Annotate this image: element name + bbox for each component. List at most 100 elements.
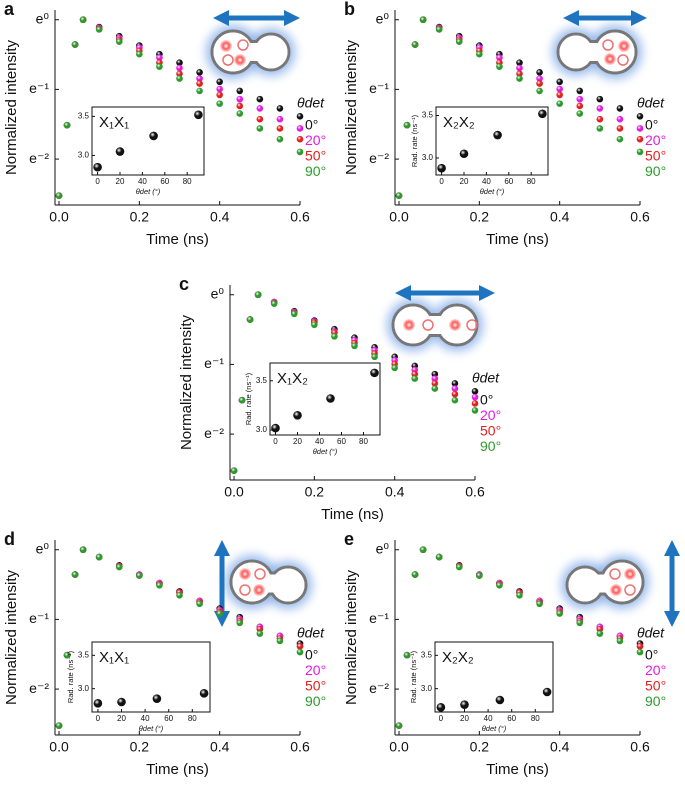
exciton <box>604 53 616 65</box>
exciton <box>449 319 461 331</box>
inset-point <box>493 130 502 140</box>
data-point <box>451 396 459 404</box>
panel: e 0.0 0.2 0.4 0.6 e⁰ e⁻¹ e⁻² Time (ns) Normalized… <box>343 529 681 778</box>
fill <box>254 35 288 69</box>
x-tick-label: 0.6 <box>630 739 650 755</box>
legend-title: θdet <box>297 625 325 641</box>
data-point <box>296 648 304 656</box>
x-axis-title: Time (ns) <box>146 231 209 248</box>
data-point <box>331 333 338 340</box>
data-point <box>395 722 403 729</box>
inset-point <box>542 687 552 697</box>
inset-x-tick-label: 80 <box>527 177 536 186</box>
inset-x-tick-label: 0 <box>439 177 444 186</box>
data-point <box>371 353 378 361</box>
fill <box>213 32 253 72</box>
data-point <box>176 70 183 78</box>
inset-point <box>293 410 302 420</box>
data-point <box>431 375 439 382</box>
inset-x-title: θdet (°) <box>136 187 161 196</box>
inset-point <box>495 695 505 705</box>
x-tick-label: 0.6 <box>290 209 310 225</box>
inset-x-tick-label: 80 <box>183 177 192 186</box>
fill <box>595 32 635 72</box>
inset-x-tick-label: 40 <box>484 714 493 723</box>
inset-point <box>370 368 379 378</box>
data-point <box>63 121 71 129</box>
exciton <box>234 54 246 66</box>
data-point <box>596 630 604 637</box>
data-point <box>256 630 264 637</box>
legend-entry: 50° <box>645 148 666 164</box>
x-tick-label: 0.0 <box>389 209 409 225</box>
panel-label: c <box>179 274 189 294</box>
data-point <box>616 135 624 143</box>
data-point <box>516 59 523 66</box>
data-point <box>71 41 79 48</box>
inset-y-tick-label: 3.5 <box>78 650 90 659</box>
inset-x-tick-label: 60 <box>504 177 513 186</box>
data-point <box>216 78 223 86</box>
exciton <box>610 584 622 596</box>
inset-title: X₂X₂ <box>442 649 474 666</box>
data-point <box>496 63 503 70</box>
exciton <box>220 40 232 52</box>
legend-title: θdet <box>472 370 500 386</box>
data-point <box>636 648 644 656</box>
x-tick-label: 0.4 <box>550 209 570 225</box>
y-tick-label: e⁻¹ <box>29 610 49 626</box>
inset-point <box>326 394 335 403</box>
data-point <box>636 125 644 132</box>
data-point <box>516 591 523 599</box>
hole <box>602 39 614 51</box>
inset-x-title: θdet (°) <box>139 724 164 733</box>
exciton <box>403 319 415 331</box>
data-point <box>576 619 584 627</box>
data-point <box>403 651 411 659</box>
data-point <box>276 637 284 645</box>
inset-y-tick-label: 3.5 <box>256 376 268 385</box>
data-point <box>296 125 304 132</box>
legend-title: θdet <box>637 95 665 111</box>
data-point <box>236 102 244 110</box>
panel-label: e <box>344 529 354 549</box>
x-axis-title: Time (ns) <box>486 231 549 248</box>
inset-x-tick-label: 40 <box>315 437 324 446</box>
y-tick-label: e⁻² <box>29 150 49 166</box>
hole <box>466 319 478 331</box>
legend-title: θdet <box>297 95 325 111</box>
inset-y-tick-label: 3.0 <box>421 684 433 693</box>
data-point <box>516 64 523 72</box>
inset-y-tick-label: 3.0 <box>78 684 90 693</box>
panel: c 0.0 0.2 0.4 0.6 e⁰ e⁻¹ e⁻² Time (ns) Normalized… <box>178 274 501 523</box>
inset-y-tick-label: 3.0 <box>422 153 434 162</box>
inset-point <box>538 109 547 119</box>
data-point <box>351 342 358 350</box>
legend-entry: 50° <box>305 678 326 694</box>
fill <box>568 568 602 602</box>
data-point <box>616 637 624 645</box>
inset-x-tick-label: 80 <box>188 714 197 723</box>
inset-x-tick-label: 20 <box>460 714 469 723</box>
data-point <box>596 115 604 123</box>
legend-entry: 50° <box>305 148 326 164</box>
data-point <box>236 110 244 117</box>
inset-point <box>152 694 162 703</box>
data-point <box>451 385 459 392</box>
data-point <box>496 582 503 589</box>
inset-frame <box>434 641 554 713</box>
inset-point <box>199 689 209 698</box>
legend-entry: 20° <box>645 662 666 678</box>
data-point <box>435 26 443 33</box>
legend-entry: 0° <box>645 117 658 133</box>
inset-x-tick-label: 80 <box>531 714 540 723</box>
y-axis-title: Normalized intensity <box>343 569 360 705</box>
data-point <box>156 582 163 589</box>
legend-entry: 20° <box>305 132 326 148</box>
legend-title: θdet <box>637 625 665 641</box>
legend-entry: 90° <box>480 438 501 454</box>
data-point <box>411 41 419 48</box>
inset-x-tick-label: 60 <box>337 437 346 446</box>
data-point <box>176 64 183 72</box>
data-point <box>276 135 284 143</box>
